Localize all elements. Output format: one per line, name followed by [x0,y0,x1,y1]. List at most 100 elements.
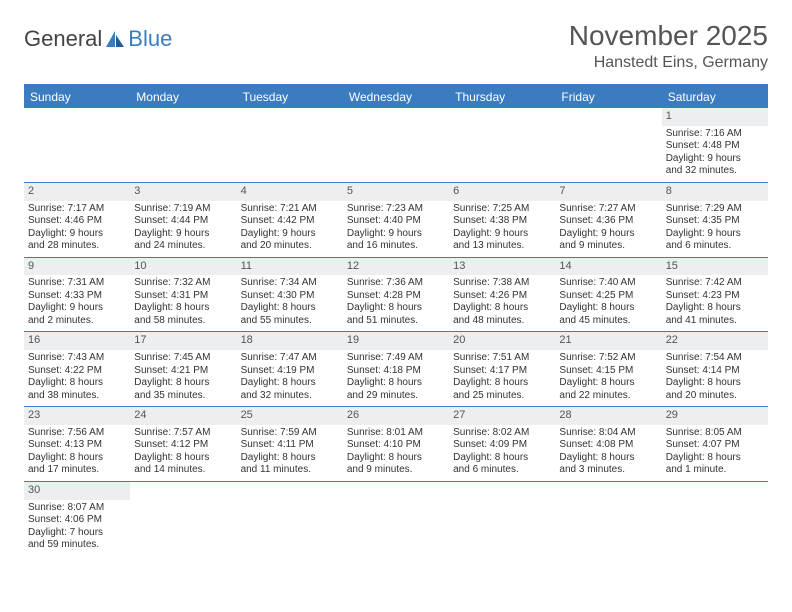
logo-sail-icon [104,29,126,49]
day-number: 8 [662,183,768,201]
day-number: 7 [555,183,661,201]
day-detail-line: Sunset: 4:25 PM [559,290,657,303]
day-detail-line: Sunrise: 7:23 AM [347,203,445,216]
day-cell-empty [237,482,343,556]
day-detail-line: Sunrise: 7:36 AM [347,277,445,290]
day-header-row: SundayMondayTuesdayWednesdayThursdayFrid… [24,86,768,108]
day-number: 14 [555,258,661,276]
day-number: 10 [130,258,236,276]
day-detail-line: Sunset: 4:06 PM [28,514,126,527]
day-detail-line: Daylight: 8 hours [666,452,764,465]
day-detail-line: Sunrise: 7:59 AM [241,427,339,440]
day-detail-line: Daylight: 9 hours [347,228,445,241]
day-cell: 20Sunrise: 7:51 AMSunset: 4:17 PMDayligh… [449,332,555,406]
day-cell: 17Sunrise: 7:45 AMSunset: 4:21 PMDayligh… [130,332,236,406]
day-detail-line: and 2 minutes. [28,315,126,328]
day-detail-line: and 59 minutes. [28,539,126,552]
day-detail-line: and 28 minutes. [28,240,126,253]
day-cell: 29Sunrise: 8:05 AMSunset: 4:07 PMDayligh… [662,407,768,481]
day-cell: 13Sunrise: 7:38 AMSunset: 4:26 PMDayligh… [449,258,555,332]
day-cell: 15Sunrise: 7:42 AMSunset: 4:23 PMDayligh… [662,258,768,332]
day-cell: 3Sunrise: 7:19 AMSunset: 4:44 PMDaylight… [130,183,236,257]
day-number: 20 [449,332,555,350]
day-detail-line: Sunset: 4:28 PM [347,290,445,303]
day-detail-line: and 35 minutes. [134,390,232,403]
day-cell: 6Sunrise: 7:25 AMSunset: 4:38 PMDaylight… [449,183,555,257]
day-detail-line: and 13 minutes. [453,240,551,253]
day-detail-line: Daylight: 9 hours [666,228,764,241]
day-detail-line: Sunrise: 7:52 AM [559,352,657,365]
day-detail-line: Daylight: 9 hours [134,228,232,241]
day-detail-line: Daylight: 9 hours [666,153,764,166]
day-header-cell: Thursday [449,86,555,108]
day-detail-line: and 6 minutes. [453,464,551,477]
week-row: 30Sunrise: 8:07 AMSunset: 4:06 PMDayligh… [24,482,768,556]
day-cell: 18Sunrise: 7:47 AMSunset: 4:19 PMDayligh… [237,332,343,406]
day-cell: 8Sunrise: 7:29 AMSunset: 4:35 PMDaylight… [662,183,768,257]
day-detail-line: Sunset: 4:12 PM [134,439,232,452]
day-detail-line: Sunrise: 7:19 AM [134,203,232,216]
day-number: 29 [662,407,768,425]
day-detail-line: and 16 minutes. [347,240,445,253]
day-cell-empty [343,482,449,556]
day-detail-line: Daylight: 8 hours [241,377,339,390]
day-detail-line: Daylight: 8 hours [134,452,232,465]
day-detail-line: Daylight: 8 hours [28,377,126,390]
day-cell: 19Sunrise: 7:49 AMSunset: 4:18 PMDayligh… [343,332,449,406]
title-block: November 2025 Hanstedt Eins, Germany [569,20,768,72]
day-cell-empty [237,108,343,182]
day-detail-line: and 38 minutes. [28,390,126,403]
day-detail-line: Sunset: 4:36 PM [559,215,657,228]
day-detail-line: Sunrise: 7:56 AM [28,427,126,440]
day-detail-line: Daylight: 8 hours [347,452,445,465]
day-cell: 5Sunrise: 7:23 AMSunset: 4:40 PMDaylight… [343,183,449,257]
day-detail-line: Daylight: 8 hours [453,377,551,390]
location-label: Hanstedt Eins, Germany [569,54,768,72]
day-detail-line: Daylight: 8 hours [347,377,445,390]
day-number: 1 [662,108,768,126]
day-number: 5 [343,183,449,201]
day-detail-line: Daylight: 8 hours [666,302,764,315]
day-detail-line: Sunrise: 7:40 AM [559,277,657,290]
day-header-cell: Wednesday [343,86,449,108]
day-cell: 7 Sunrise: 7:27 AMSunset: 4:36 PMDaylight… [555,183,661,257]
day-detail-line: Daylight: 8 hours [559,377,657,390]
day-detail-line: Daylight: 8 hours [241,452,339,465]
day-cell: 14Sunrise: 7:40 AMSunset: 4:25 PMDayligh… [555,258,661,332]
day-number: 24 [130,407,236,425]
day-detail-line: Sunrise: 8:04 AM [559,427,657,440]
week-row: 23Sunrise: 7:56 AMSunset: 4:13 PMDayligh… [24,407,768,482]
week-row: 2Sunrise: 7:17 AMSunset: 4:46 PMDaylight… [24,183,768,258]
day-header-cell: Monday [130,86,236,108]
day-cell: 21Sunrise: 7:52 AMSunset: 4:15 PMDayligh… [555,332,661,406]
day-detail-line: Sunrise: 7:49 AM [347,352,445,365]
day-cell: 26Sunrise: 8:01 AMSunset: 4:10 PMDayligh… [343,407,449,481]
day-detail-line: Daylight: 8 hours [559,452,657,465]
day-detail-line: and 6 minutes. [666,240,764,253]
calendar: SundayMondayTuesdayWednesdayThursdayFrid… [24,84,768,556]
day-cell: 2Sunrise: 7:17 AMSunset: 4:46 PMDaylight… [24,183,130,257]
day-detail-line: Sunrise: 7:21 AM [241,203,339,216]
day-number: 22 [662,332,768,350]
day-header-cell: Friday [555,86,661,108]
day-detail-line: Sunset: 4:19 PM [241,365,339,378]
day-cell-empty [555,108,661,182]
day-detail-line: and 9 minutes. [347,464,445,477]
day-number: 21 [555,332,661,350]
day-detail-line: Sunrise: 8:07 AM [28,502,126,515]
day-detail-line: Sunrise: 7:27 AM [559,203,657,216]
day-detail-line: Sunset: 4:31 PM [134,290,232,303]
logo: General Blue [24,26,172,52]
day-cell-empty [130,108,236,182]
day-detail-line: Daylight: 9 hours [453,228,551,241]
day-number: 11 [237,258,343,276]
day-detail-line: Daylight: 9 hours [559,228,657,241]
day-number: 6 [449,183,555,201]
week-row: 16Sunrise: 7:43 AMSunset: 4:22 PMDayligh… [24,332,768,407]
day-number: 23 [24,407,130,425]
day-number: 30 [24,482,130,500]
week-row: 9Sunrise: 7:31 AMSunset: 4:33 PMDaylight… [24,258,768,333]
day-detail-line: and 17 minutes. [28,464,126,477]
day-detail-line: and 29 minutes. [347,390,445,403]
day-number: 13 [449,258,555,276]
